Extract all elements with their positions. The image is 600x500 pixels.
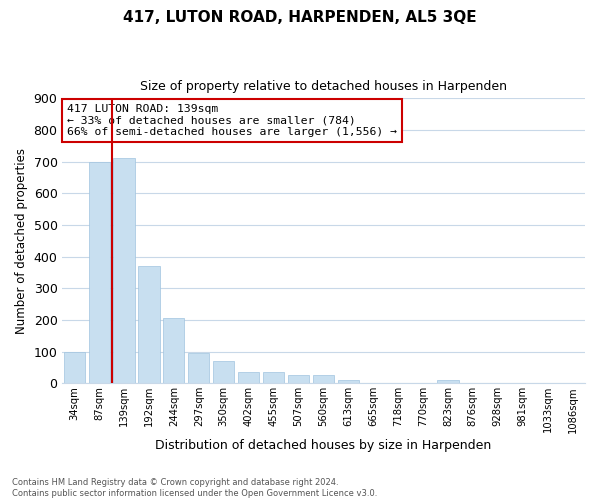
Bar (213, 361, 234, 384)
Bar (113, 158, 134, 384)
Bar (313, 376, 334, 384)
Bar (288, 376, 309, 384)
Bar (263, 372, 284, 384)
Bar (163, 318, 184, 384)
Text: Contains HM Land Registry data © Crown copyright and database right 2024.
Contai: Contains HM Land Registry data © Crown c… (12, 478, 377, 498)
Bar (64, 352, 85, 384)
Bar (188, 353, 209, 384)
Bar (437, 380, 458, 384)
Bar (139, 266, 160, 384)
Bar (89, 162, 110, 384)
Bar (338, 380, 359, 384)
Text: 417, LUTON ROAD, HARPENDEN, AL5 3QE: 417, LUTON ROAD, HARPENDEN, AL5 3QE (123, 10, 477, 25)
X-axis label: Distribution of detached houses by size in Harpenden: Distribution of detached houses by size … (155, 440, 491, 452)
Y-axis label: Number of detached properties: Number of detached properties (15, 148, 28, 334)
Text: 417 LUTON ROAD: 139sqm
← 33% of detached houses are smaller (784)
66% of semi-de: 417 LUTON ROAD: 139sqm ← 33% of detached… (67, 104, 397, 137)
Title: Size of property relative to detached houses in Harpenden: Size of property relative to detached ho… (140, 80, 507, 93)
Bar (238, 372, 259, 384)
